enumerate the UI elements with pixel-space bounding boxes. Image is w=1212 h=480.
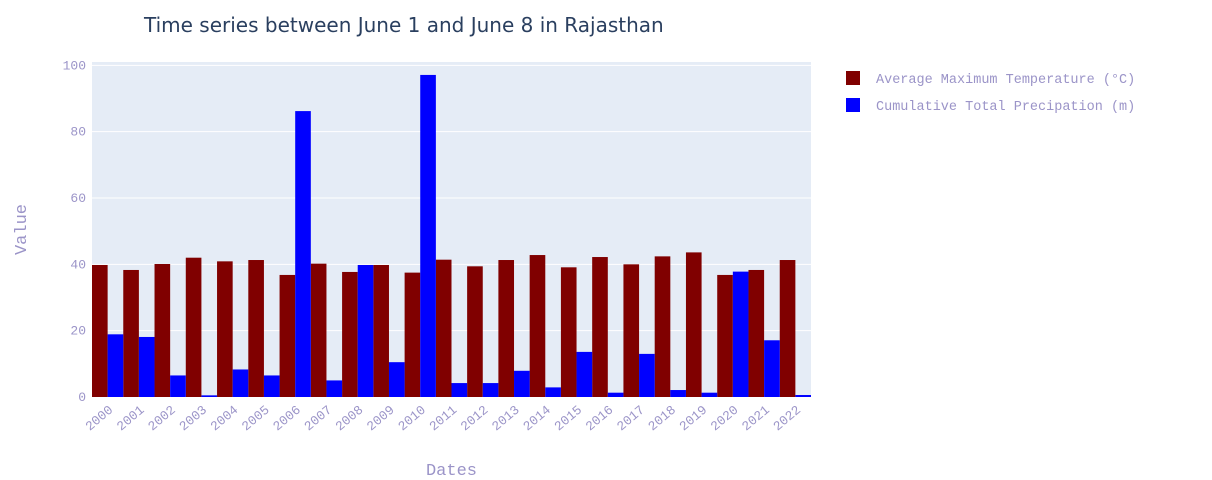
bars xyxy=(92,74,811,398)
precipitation-bar[interactable] xyxy=(107,334,124,397)
temperature-bar[interactable] xyxy=(435,259,452,397)
y-tick-label: 80 xyxy=(70,125,86,140)
temperature-bar[interactable] xyxy=(310,263,327,397)
precipitation-bar[interactable] xyxy=(545,387,561,397)
y-axis-ticks: 0 20 40 60 80 100 xyxy=(63,58,86,405)
precipitation-bar[interactable] xyxy=(295,111,311,397)
x-tick-label: 2013 xyxy=(489,403,523,435)
x-axis-ticks: 2000200120022003200420052006200720082009… xyxy=(83,402,804,434)
temperature-bar[interactable] xyxy=(685,252,702,397)
temperature-bar[interactable] xyxy=(342,271,358,397)
x-tick-label: 2004 xyxy=(208,402,242,434)
precipitation-bar[interactable] xyxy=(701,392,718,397)
x-tick-label: 2006 xyxy=(270,403,304,435)
x-tick-label: 2012 xyxy=(458,403,492,435)
x-tick-label: 2014 xyxy=(520,402,554,434)
y-tick-label: 60 xyxy=(70,191,86,206)
x-tick-label: 2021 xyxy=(739,402,773,434)
temperature-bar[interactable] xyxy=(248,260,264,397)
temperature-bar[interactable] xyxy=(623,264,640,397)
precipitation-bar[interactable] xyxy=(607,392,624,397)
precipitation-bar[interactable] xyxy=(357,264,374,397)
temperature-bar[interactable] xyxy=(560,267,577,397)
precipitation-bar[interactable] xyxy=(232,369,249,397)
precipitation-bar[interactable] xyxy=(201,395,218,397)
temperature-bar[interactable] xyxy=(217,261,233,397)
x-tick-label: 2019 xyxy=(677,403,711,435)
precipitation-bar[interactable] xyxy=(263,375,280,397)
x-tick-label: 2005 xyxy=(239,403,273,435)
temperature-bar[interactable] xyxy=(373,264,389,397)
temperature-bar[interactable] xyxy=(717,274,733,397)
precipitation-bar[interactable] xyxy=(576,351,593,397)
x-tick-label: 2002 xyxy=(145,403,179,435)
x-tick-label: 2008 xyxy=(333,403,367,435)
temperature-bar[interactable] xyxy=(467,266,483,397)
legend-label: Average Maximum Temperature (°C) xyxy=(876,73,1135,88)
legend-swatch xyxy=(846,98,860,112)
precipitation-bar[interactable] xyxy=(451,383,468,397)
x-tick-label: 2011 xyxy=(427,402,461,434)
legend-item-temperature[interactable]: Average Maximum Temperature (°C) xyxy=(846,71,1135,88)
x-tick-label: 2017 xyxy=(614,403,648,435)
temperature-bar[interactable] xyxy=(185,257,202,397)
temperature-bar[interactable] xyxy=(529,255,546,397)
legend-swatch xyxy=(846,71,860,85)
y-axis-label: Value xyxy=(13,204,32,255)
temperature-bar[interactable] xyxy=(654,256,671,397)
y-tick-label: 100 xyxy=(63,58,86,73)
precipitation-bar[interactable] xyxy=(388,362,405,397)
temperature-bar[interactable] xyxy=(123,269,139,397)
temperature-bar[interactable] xyxy=(592,257,608,397)
legend-label: Cumulative Total Precipation (m) xyxy=(876,100,1135,115)
temperature-bar[interactable] xyxy=(154,263,171,397)
precipitation-bar[interactable] xyxy=(326,380,343,397)
x-tick-label: 2000 xyxy=(83,403,117,435)
x-tick-label: 2020 xyxy=(708,403,742,435)
temperature-bar[interactable] xyxy=(404,272,421,397)
x-tick-label: 2009 xyxy=(364,403,398,435)
precipitation-bar[interactable] xyxy=(514,370,530,397)
x-tick-label: 2001 xyxy=(114,402,148,434)
precipitation-bar[interactable] xyxy=(138,336,155,397)
temperature-bar[interactable] xyxy=(92,264,108,397)
legend[interactable]: Average Maximum Temperature (°C) Cumulati… xyxy=(846,71,1135,115)
precipitation-bar[interactable] xyxy=(420,74,436,398)
x-tick-label: 2010 xyxy=(395,403,429,435)
temperature-bar[interactable] xyxy=(748,269,765,397)
precipitation-bar[interactable] xyxy=(482,383,499,397)
precipitation-bar[interactable] xyxy=(732,271,749,397)
temperature-bar[interactable] xyxy=(279,274,296,397)
precipitation-bar[interactable] xyxy=(670,390,686,397)
legend-item-precipitation[interactable]: Cumulative Total Precipation (m) xyxy=(846,98,1135,115)
temperature-bar[interactable] xyxy=(779,260,796,397)
x-tick-label: 2022 xyxy=(770,403,804,435)
x-tick-label: 2018 xyxy=(645,403,679,435)
precipitation-bar[interactable] xyxy=(639,353,655,397)
precipitation-bar[interactable] xyxy=(170,375,186,397)
precipitation-bar[interactable] xyxy=(795,395,811,397)
chart-title: Time series between June 1 and June 8 in… xyxy=(143,13,664,37)
temperature-bar[interactable] xyxy=(498,260,515,397)
y-tick-label: 0 xyxy=(78,390,86,405)
precipitation-bar[interactable] xyxy=(764,340,780,397)
x-tick-label: 2016 xyxy=(583,403,617,435)
x-tick-label: 2007 xyxy=(301,403,335,435)
y-tick-label: 40 xyxy=(70,257,86,272)
x-tick-label: 2015 xyxy=(552,403,586,435)
x-tick-label: 2003 xyxy=(176,403,210,435)
x-axis-label: Dates xyxy=(426,462,477,480)
y-tick-label: 20 xyxy=(70,324,86,339)
